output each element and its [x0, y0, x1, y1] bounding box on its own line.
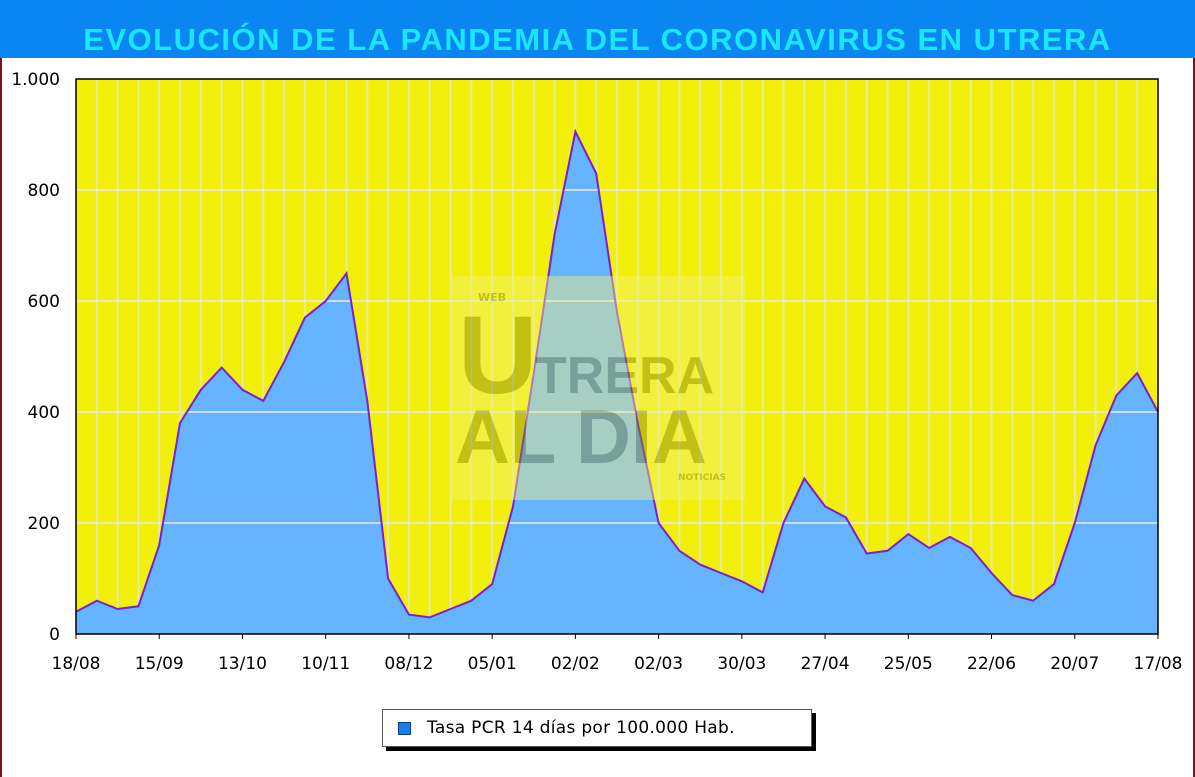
y-tick-label: 600	[28, 292, 60, 312]
svg-text:NOTICIAS: NOTICIAS	[678, 473, 726, 483]
x-tick-label: 20/07	[1050, 654, 1099, 674]
legend-swatch	[398, 721, 411, 735]
x-tick-label: 22/06	[967, 654, 1016, 674]
x-tick-label: 02/03	[634, 654, 683, 674]
y-axis: 0 200 400 600 800 1.000	[11, 70, 60, 645]
page-title: EVOLUCIÓN DE LA PANDEMIA DEL CORONAVIRUS…	[83, 22, 1112, 57]
svg-text:U: U	[458, 294, 537, 417]
horizontal-gridlines	[76, 189, 1158, 524]
chart-svg: WEB U TRERA AL DIA NOTICIAS 0 200 400 600 80…	[11, 70, 1183, 674]
right-border	[1193, 58, 1195, 777]
svg-text:AL DIA: AL DIA	[455, 395, 707, 480]
x-tick-label: 08/12	[384, 654, 433, 674]
x-tick-label: 15/09	[135, 654, 184, 674]
y-tick-label: 200	[28, 514, 60, 534]
x-tick-label: 18/08	[52, 654, 101, 674]
y-tick-label: 400	[28, 403, 60, 423]
y-tick-label: 0	[49, 625, 60, 645]
x-axis: 18/08 15/09 13/10 10/11 08/12 05/01 02/02 02/03…	[52, 634, 1183, 674]
x-tick-label: 27/04	[801, 654, 850, 674]
svg-text:WEB: WEB	[478, 291, 506, 304]
legend: Tasa PCR 14 días por 100.000 Hab.	[382, 709, 812, 747]
x-tick-label: 13/10	[218, 654, 267, 674]
x-tick-label: 25/05	[884, 654, 933, 674]
y-tick-label: 1.000	[11, 70, 60, 90]
x-tick-label: 10/11	[301, 654, 350, 674]
x-tick-label: 05/01	[468, 654, 517, 674]
svg-text:TRERA: TRERA	[535, 347, 714, 405]
title-bar: EVOLUCIÓN DE LA PANDEMIA DEL CORONAVIRUS…	[0, 0, 1195, 58]
watermark-logo: WEB U TRERA AL DIA NOTICIAS	[450, 276, 745, 500]
series-area	[76, 131, 1158, 634]
legend-label: Tasa PCR 14 días por 100.000 Hab.	[427, 718, 735, 738]
y-tick-label: 800	[28, 181, 60, 201]
x-tick-label: 02/02	[551, 654, 600, 674]
x-tick-label: 30/03	[717, 654, 766, 674]
plot-frame	[75, 78, 1159, 635]
x-tick-label: 17/08	[1134, 654, 1183, 674]
left-border	[0, 58, 2, 777]
